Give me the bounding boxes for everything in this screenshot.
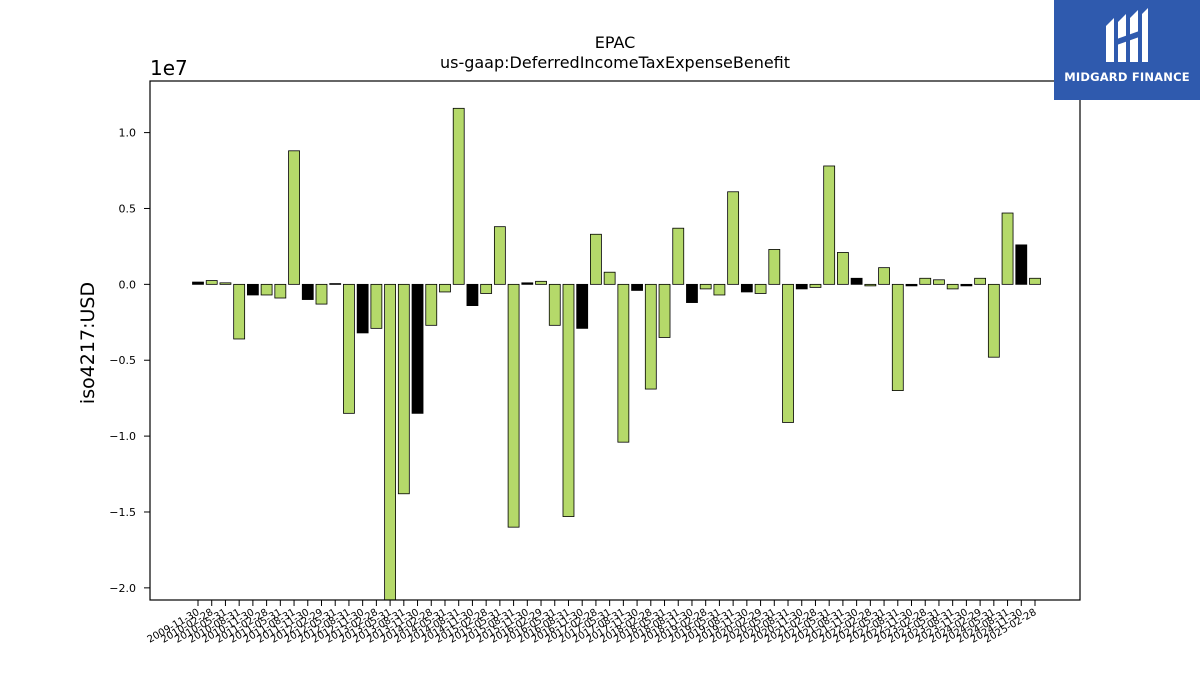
bar-2017-08-31 [617, 283, 630, 443]
y-tick-label: 0.5 [119, 202, 137, 215]
midgard-logo-icon [1106, 8, 1148, 62]
chart-title: EPAC [594, 33, 636, 52]
bar-2023-11-30 [960, 283, 973, 287]
bar-2020-08-31 [782, 283, 794, 423]
bar-2023-08-31 [946, 283, 959, 290]
bar-2018-05-31 [658, 283, 671, 338]
bar-2014-11-30 [466, 283, 479, 307]
bar-2024-08-31 [1001, 212, 1014, 285]
bar-2019-02-28 [699, 283, 712, 290]
bar-2012-02-29 [315, 283, 328, 305]
y-axis: −2.0 −1.5 −1.0 −0.5 0.0 0.5 1.0 [109, 127, 150, 595]
bar-2013-11-30 [411, 283, 424, 414]
bar-2023-05-31 [933, 279, 945, 285]
bar-2017-02-28 [590, 233, 602, 285]
bar-2016-11-30 [576, 283, 589, 329]
y-tick-label: −1.5 [109, 506, 136, 519]
y-tick-label: 0.0 [119, 278, 137, 291]
bar-2020-05-31 [768, 249, 781, 285]
bar-2024-05-31 [987, 283, 1000, 358]
bar-2021-02-28 [809, 283, 822, 288]
bar-2018-02-28 [644, 283, 657, 390]
y-tick-label: −0.5 [109, 354, 136, 367]
bar-2024-11-30 [1015, 244, 1028, 285]
x-axis: 2009-11-302010-02-282010-05-312010-08-31… [146, 600, 1039, 646]
brand-logo: MIDGARD FINANCE [1054, 0, 1200, 100]
bar-2010-05-31 [219, 282, 232, 285]
bar-2022-05-31 [878, 267, 890, 285]
bar-2017-05-31 [603, 271, 616, 285]
bar-2019-08-31 [727, 191, 740, 285]
bar-2011-08-31 [288, 150, 300, 285]
bar-2012-11-30 [356, 283, 369, 334]
brand-name: MIDGARD FINANCE [1064, 70, 1190, 84]
bar-2018-11-30 [686, 283, 698, 303]
bar-2016-05-31 [548, 283, 561, 326]
bar-2022-08-31 [891, 283, 904, 391]
bar-2015-02-28 [480, 283, 493, 294]
bar-2013-02-28 [370, 283, 383, 329]
bars-group [192, 107, 1041, 601]
bar-2011-11-30 [301, 283, 314, 300]
bar-2013-08-31 [397, 283, 410, 495]
bar-2018-08-31 [672, 227, 685, 285]
bar-2020-11-30 [795, 283, 808, 290]
y-tick-label: 1.0 [119, 127, 137, 140]
bar-2019-05-31 [713, 283, 726, 296]
bar-2014-05-31 [439, 283, 451, 293]
bar-2009-11-30 [192, 281, 204, 285]
plot-frame [149, 80, 1081, 601]
bar-2011-05-31 [274, 283, 287, 299]
y-tick-label: −2.0 [109, 582, 136, 595]
bar-2010-08-31 [233, 283, 246, 340]
y-axis-label: iso4217:USD [77, 281, 99, 405]
bar-2015-11-30 [521, 282, 534, 285]
bar-2014-02-28 [425, 283, 438, 326]
bar-2024-02-29 [974, 277, 987, 285]
chart-subtitle: us-gaap:DeferredIncomeTaxExpenseBenefit [439, 53, 791, 72]
bar-2016-08-31 [562, 283, 575, 517]
bar-2016-02-29 [535, 280, 547, 285]
bar-2011-02-28 [260, 283, 273, 296]
bar-2021-11-30 [850, 277, 863, 285]
bar-2019-11-30 [740, 283, 753, 293]
bar-2012-05-31 [329, 283, 342, 285]
bar-2021-05-31 [823, 165, 836, 285]
bar-2010-02-28 [205, 280, 218, 285]
bar-2022-02-28 [864, 283, 877, 287]
y-tick-label: −1.0 [109, 430, 136, 443]
bar-2017-11-30 [631, 283, 643, 291]
bar-2025-02-28 [1029, 277, 1041, 285]
bar-2014-08-31 [452, 107, 465, 285]
bar-2012-08-31 [343, 283, 355, 414]
bar-2022-11-30 [905, 283, 918, 287]
bar-2015-08-31 [507, 283, 520, 528]
bar-2023-02-28 [919, 277, 932, 285]
bar-2020-02-29 [754, 283, 767, 294]
bar-2013-05-31 [384, 283, 396, 601]
bar-2015-05-31 [493, 226, 506, 285]
y-axis-multiplier: 1e7 [150, 56, 188, 80]
bar-2021-08-31 [837, 252, 849, 285]
bar-2010-11-30 [246, 283, 259, 296]
